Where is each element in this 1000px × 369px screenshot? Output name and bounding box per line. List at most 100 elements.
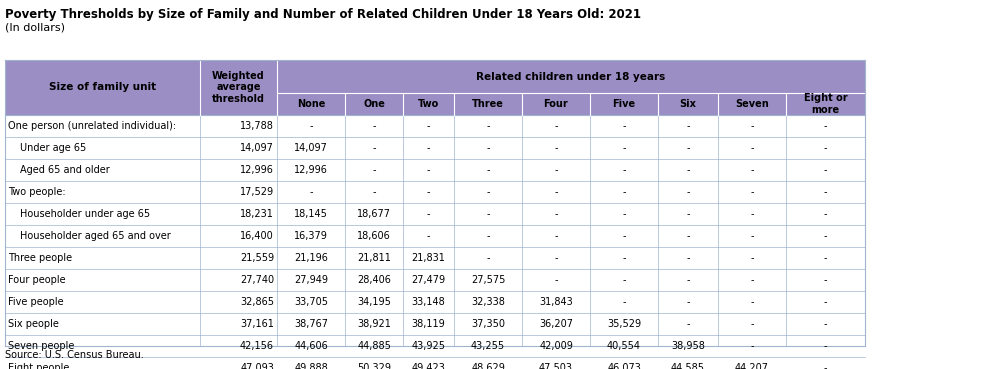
Text: -: -: [622, 253, 626, 263]
Text: -: -: [686, 143, 690, 153]
Text: One person (unrelated individual):: One person (unrelated individual):: [8, 121, 176, 131]
Bar: [5, 247, 865, 269]
Text: 21,196: 21,196: [294, 253, 328, 263]
Text: 12,996: 12,996: [294, 165, 328, 175]
Text: -: -: [372, 143, 376, 153]
Text: Two: Two: [418, 99, 439, 109]
Text: -: -: [750, 143, 754, 153]
Text: 46,073: 46,073: [607, 363, 641, 369]
Text: 47,503: 47,503: [539, 363, 573, 369]
Text: -: -: [750, 253, 754, 263]
Bar: [5, 357, 865, 369]
Text: -: -: [824, 319, 827, 329]
Text: -: -: [309, 121, 313, 131]
Bar: [5, 203, 865, 225]
Text: 28,406: 28,406: [357, 275, 391, 285]
Text: 17,529: 17,529: [240, 187, 274, 197]
Text: Related children under 18 years: Related children under 18 years: [476, 72, 666, 82]
Text: -: -: [372, 121, 376, 131]
Text: -: -: [372, 187, 376, 197]
Text: -: -: [554, 253, 558, 263]
Text: 48,629: 48,629: [471, 363, 505, 369]
Text: 33,148: 33,148: [412, 297, 445, 307]
Text: -: -: [750, 187, 754, 197]
Text: -: -: [554, 143, 558, 153]
Text: 44,207: 44,207: [735, 363, 769, 369]
Text: 49,888: 49,888: [294, 363, 328, 369]
Text: -: -: [750, 165, 754, 175]
Text: -: -: [824, 165, 827, 175]
Bar: [5, 269, 865, 291]
Text: Poverty Thresholds by Size of Family and Number of Related Children Under 18 Yea: Poverty Thresholds by Size of Family and…: [5, 8, 641, 21]
Text: Five: Five: [612, 99, 636, 109]
Text: -: -: [686, 209, 690, 219]
Text: None: None: [297, 99, 325, 109]
Text: -: -: [686, 319, 690, 329]
Text: Four people: Four people: [8, 275, 66, 285]
Text: Eight or
more: Eight or more: [804, 93, 847, 115]
Text: -: -: [686, 297, 690, 307]
Text: Six: Six: [680, 99, 696, 109]
Text: -: -: [824, 231, 827, 241]
Text: 49,423: 49,423: [412, 363, 445, 369]
Text: -: -: [824, 363, 827, 369]
Text: Householder under age 65: Householder under age 65: [20, 209, 150, 219]
Text: 43,255: 43,255: [471, 341, 505, 351]
Text: 16,400: 16,400: [240, 231, 274, 241]
Text: -: -: [622, 209, 626, 219]
Text: -: -: [824, 253, 827, 263]
Text: Seven people: Seven people: [8, 341, 74, 351]
Text: 38,921: 38,921: [357, 319, 391, 329]
Text: Source: U.S. Census Bureau.: Source: U.S. Census Bureau.: [5, 350, 144, 360]
Bar: [5, 60, 865, 115]
Text: Eight people: Eight people: [8, 363, 69, 369]
Text: 44,885: 44,885: [357, 341, 391, 351]
Text: -: -: [486, 253, 490, 263]
Text: -: -: [309, 187, 313, 197]
Text: 31,843: 31,843: [539, 297, 573, 307]
Text: 47,093: 47,093: [240, 363, 274, 369]
Text: 37,161: 37,161: [240, 319, 274, 329]
Text: -: -: [750, 297, 754, 307]
Text: Five people: Five people: [8, 297, 64, 307]
Text: -: -: [686, 121, 690, 131]
Text: 18,677: 18,677: [357, 209, 391, 219]
Text: 42,009: 42,009: [539, 341, 573, 351]
Text: -: -: [824, 209, 827, 219]
Text: -: -: [750, 231, 754, 241]
Text: -: -: [554, 231, 558, 241]
Bar: [5, 181, 865, 203]
Text: 21,831: 21,831: [412, 253, 445, 263]
Text: 38,767: 38,767: [294, 319, 328, 329]
Text: 18,231: 18,231: [240, 209, 274, 219]
Text: 14,097: 14,097: [294, 143, 328, 153]
Text: -: -: [622, 231, 626, 241]
Text: 27,575: 27,575: [471, 275, 505, 285]
Bar: [5, 313, 865, 335]
Text: -: -: [686, 275, 690, 285]
Text: 14,097: 14,097: [240, 143, 274, 153]
Text: One: One: [363, 99, 385, 109]
Text: 44,585: 44,585: [671, 363, 705, 369]
Text: -: -: [427, 165, 430, 175]
Text: -: -: [554, 275, 558, 285]
Text: 27,479: 27,479: [411, 275, 446, 285]
Text: -: -: [622, 121, 626, 131]
Text: 21,559: 21,559: [240, 253, 274, 263]
Text: -: -: [622, 187, 626, 197]
Text: 37,350: 37,350: [471, 319, 505, 329]
Text: 27,949: 27,949: [294, 275, 328, 285]
Text: -: -: [824, 297, 827, 307]
Bar: [5, 291, 865, 313]
Text: 38,119: 38,119: [412, 319, 445, 329]
Bar: [5, 225, 865, 247]
Text: 18,606: 18,606: [357, 231, 391, 241]
Text: -: -: [427, 231, 430, 241]
Text: 16,379: 16,379: [294, 231, 328, 241]
Text: -: -: [427, 143, 430, 153]
Text: -: -: [824, 275, 827, 285]
Text: -: -: [622, 165, 626, 175]
Text: 33,705: 33,705: [294, 297, 328, 307]
Text: 42,156: 42,156: [240, 341, 274, 351]
Text: Six people: Six people: [8, 319, 59, 329]
